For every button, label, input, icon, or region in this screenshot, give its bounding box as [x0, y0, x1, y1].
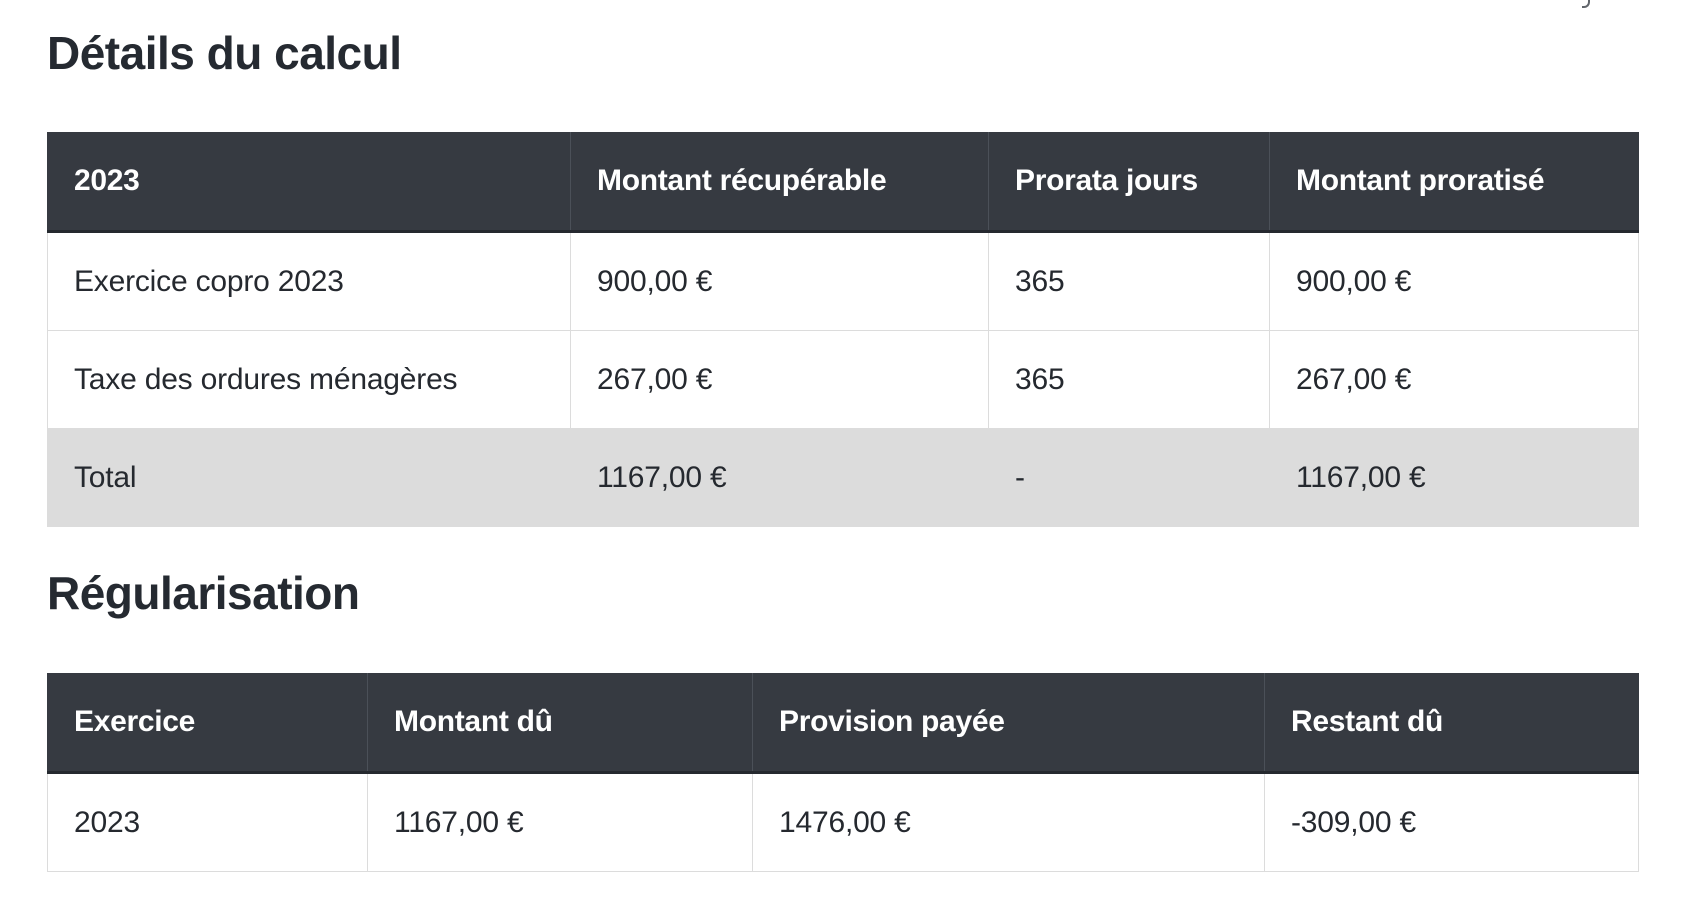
details-header-prorated-amount: Montant proratisé — [1269, 132, 1639, 233]
table-row: Exercice copro 2023 900,00 € 365 900,00 … — [47, 231, 1639, 331]
regul-header-amount-due: Montant dû — [367, 673, 753, 774]
details-cell-recoverable: 900,00 € — [570, 231, 989, 331]
details-cell-days: 365 — [988, 231, 1270, 331]
total-label: Total — [47, 428, 571, 527]
regularisation-table: Exercice Montant dû Provision payée Rest… — [47, 673, 1639, 872]
details-table: 2023 Montant récupérable Prorata jours M… — [47, 132, 1639, 527]
regul-cell-amount-due: 1167,00 € — [367, 772, 753, 872]
regul-header-remaining-due: Restant dû — [1264, 673, 1639, 774]
details-cell-label: Taxe des ordures ménagères — [47, 330, 571, 429]
total-prorated: 1167,00 € — [1269, 428, 1639, 527]
corner-glyph-icon — [1582, 0, 1590, 8]
regul-cell-exercise: 2023 — [47, 772, 368, 872]
details-total-row: Total 1167,00 € - 1167,00 € — [47, 428, 1639, 527]
details-header-prorata-days: Prorata jours — [988, 132, 1270, 233]
total-recoverable: 1167,00 € — [570, 428, 989, 527]
regul-header-provision-paid: Provision payée — [752, 673, 1265, 774]
details-section-title: Détails du calcul — [47, 27, 402, 79]
details-cell-label: Exercice copro 2023 — [47, 231, 571, 331]
details-cell-days: 365 — [988, 330, 1270, 429]
regul-header-exercise: Exercice — [47, 673, 368, 774]
regularisation-header-row: Exercice Montant dû Provision payée Rest… — [47, 673, 1639, 774]
table-row: Taxe des ordures ménagères 267,00 € 365 … — [47, 330, 1639, 429]
regul-cell-provision-paid: 1476,00 € — [752, 772, 1265, 872]
details-cell-prorated: 267,00 € — [1269, 330, 1639, 429]
details-cell-prorated: 900,00 € — [1269, 231, 1639, 331]
details-header-year: 2023 — [47, 132, 571, 233]
details-header-row: 2023 Montant récupérable Prorata jours M… — [47, 132, 1639, 233]
details-cell-recoverable: 267,00 € — [570, 330, 989, 429]
total-days: - — [988, 428, 1270, 527]
regularisation-section-title: Régularisation — [47, 567, 360, 619]
details-header-recoverable-amount: Montant récupérable — [570, 132, 989, 233]
table-row: 2023 1167,00 € 1476,00 € -309,00 € — [47, 772, 1639, 872]
regul-cell-remaining-due: -309,00 € — [1264, 772, 1639, 872]
